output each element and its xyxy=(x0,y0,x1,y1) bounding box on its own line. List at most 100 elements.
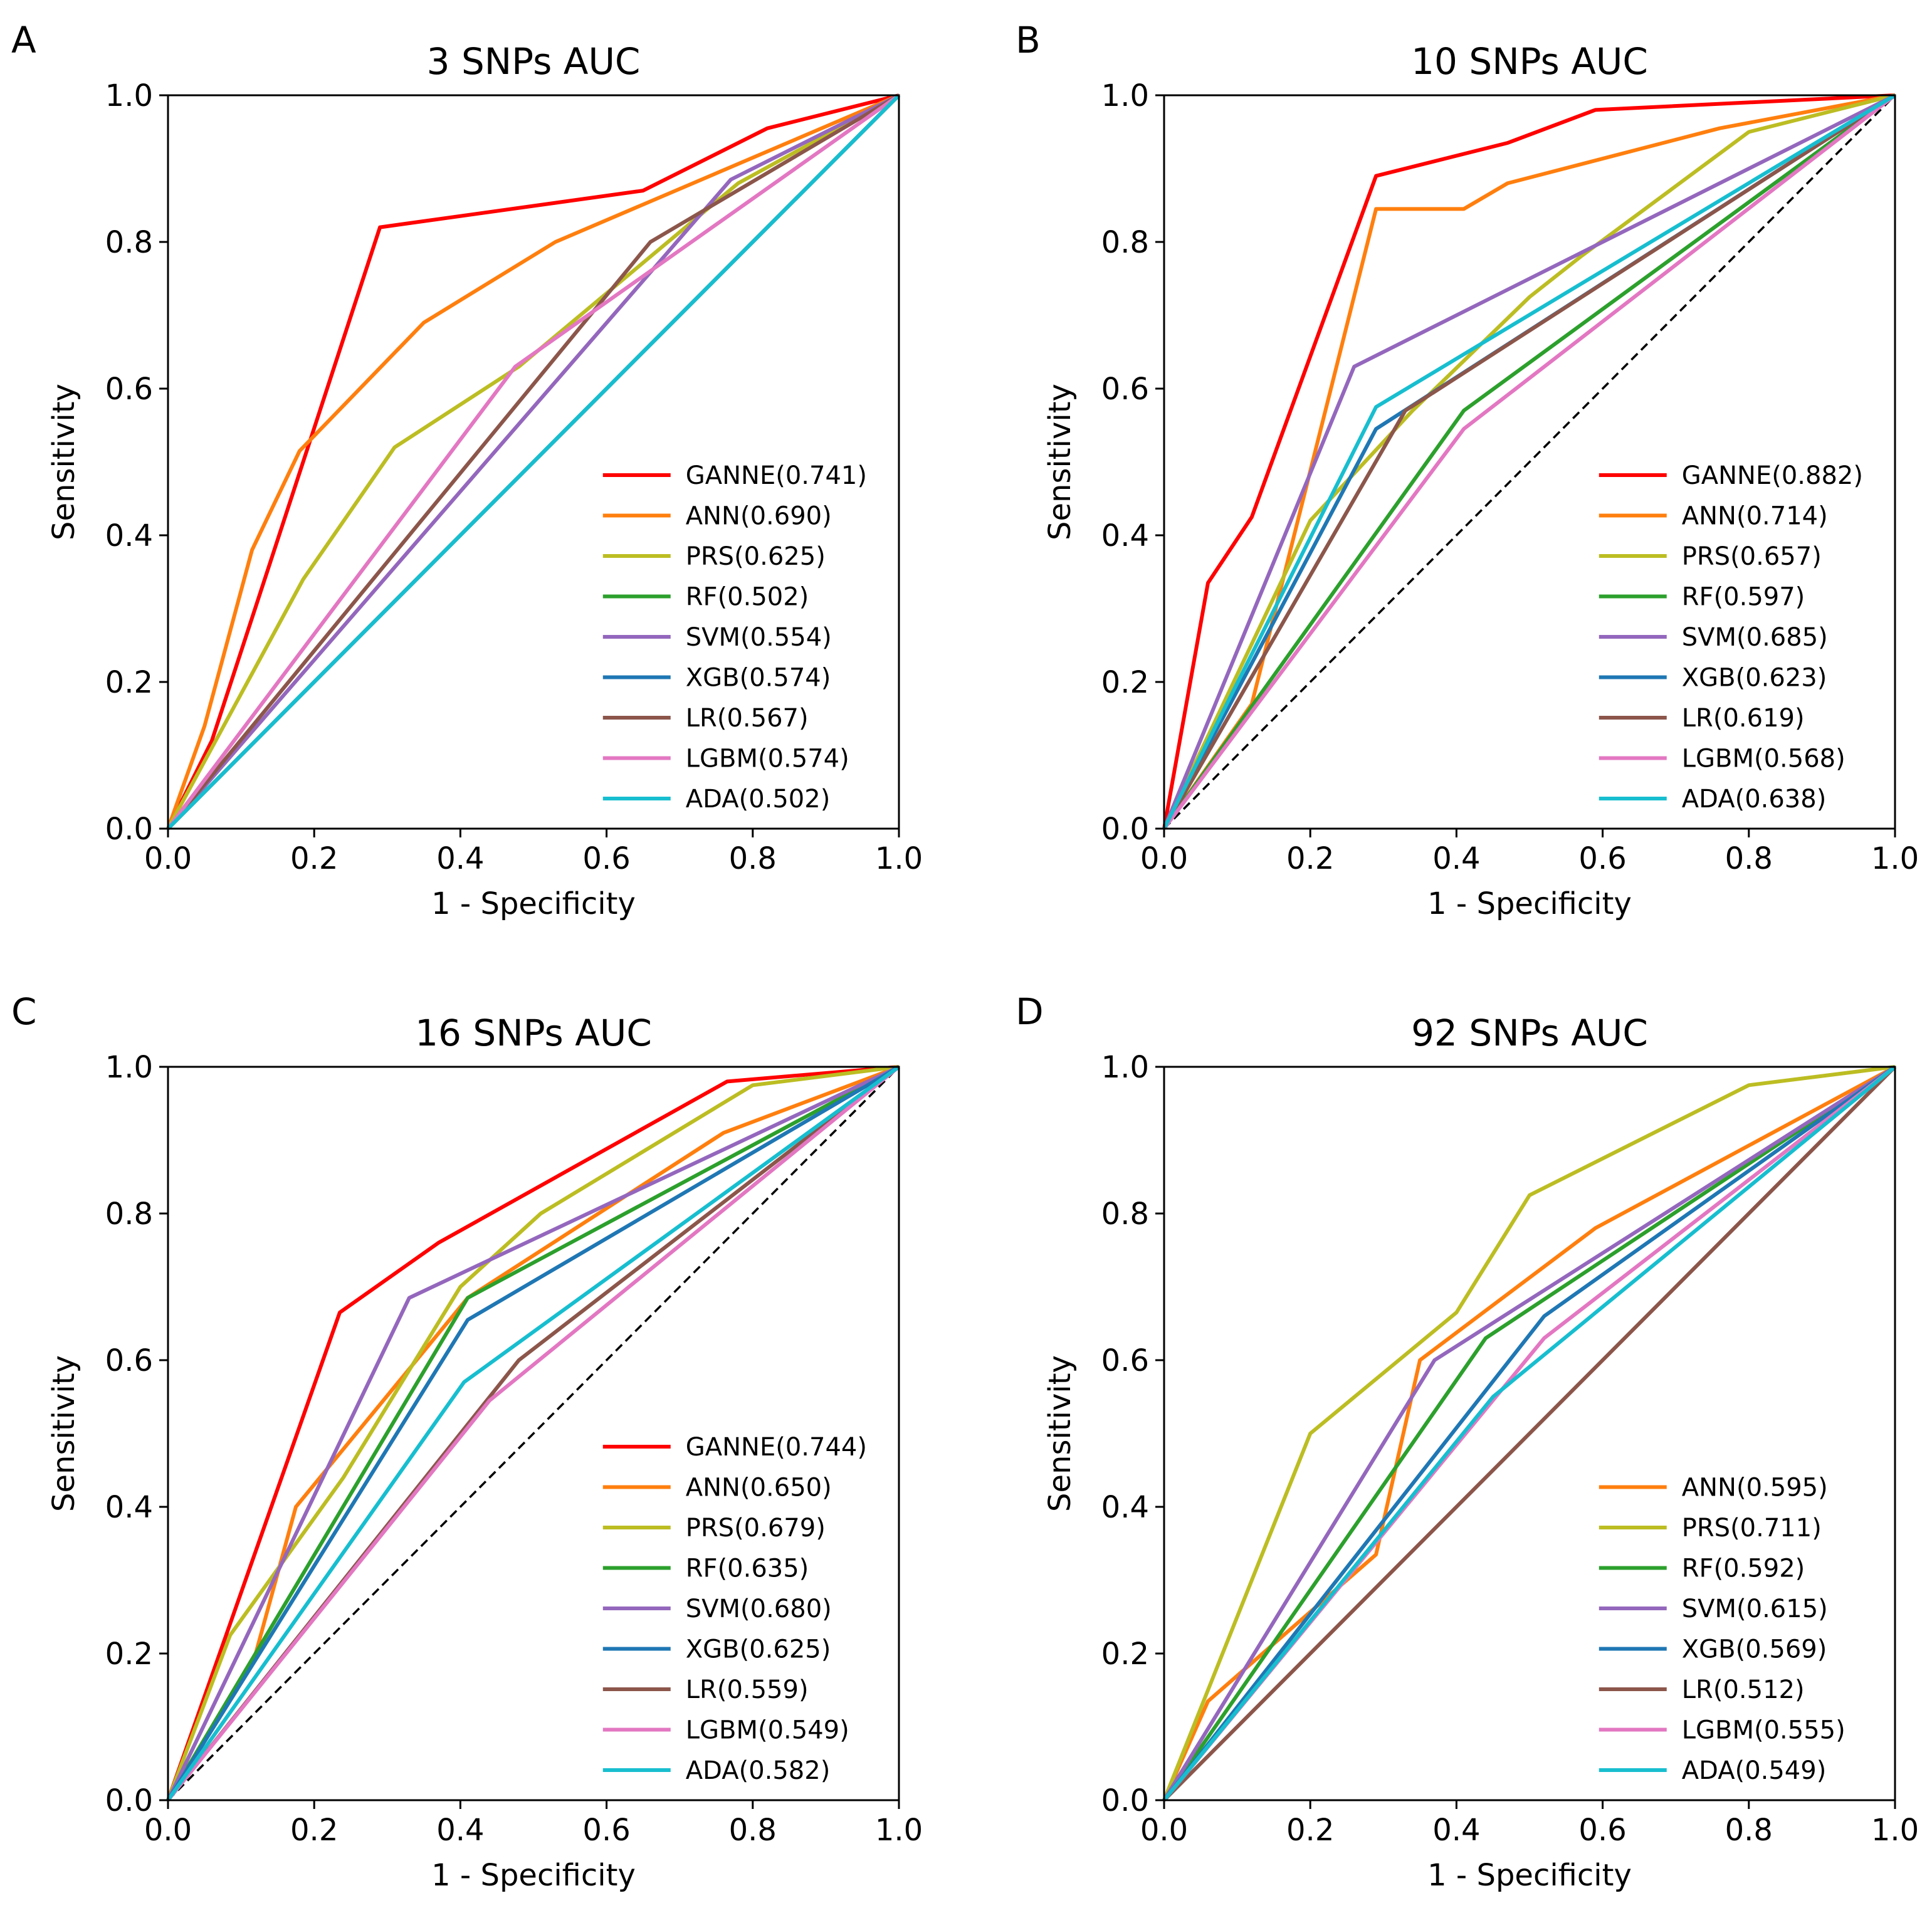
legend: ANN(0.595) PRS(0.711) RF(0.592) SVM(0.615) X… xyxy=(1599,1474,1845,1785)
legend-item-svm: SVM(0.680) xyxy=(602,1595,832,1623)
y-tick-label: 1.0 xyxy=(1101,78,1149,113)
panel-letter: A xyxy=(11,19,36,61)
panel-D: D 92 SNPs AUC 0.0 0.2 0.4 0.6 0.8 1.0 0.0 0.2 0.4 0… xyxy=(1016,990,1919,1893)
series-line-ann xyxy=(166,93,900,830)
legend-label-lgbm: LGBM(0.549) xyxy=(686,1716,849,1745)
panel-B: B 10 SNPs AUC 0.0 0.2 0.4 0.6 0.8 1.0 0.0 0.2 0.4 0… xyxy=(1016,19,1919,921)
legend-item-lr: LR(0.567) xyxy=(602,704,809,733)
chart-title: 10 SNPs AUC xyxy=(1411,40,1648,83)
legend-label-lr: LR(0.567) xyxy=(686,704,809,733)
x-tick-label: 0.0 xyxy=(1140,1813,1188,1848)
legend-label-lr: LR(0.512) xyxy=(1682,1675,1805,1704)
x-tick-label: 0.6 xyxy=(1578,841,1626,876)
series-line-ada xyxy=(1162,1065,1896,1801)
legend: GANNE(0.741) ANN(0.690) PRS(0.625) RF(0.502… xyxy=(602,461,867,814)
x-tick-label: 0.4 xyxy=(1432,841,1480,876)
legend-label-lr: LR(0.619) xyxy=(1682,704,1805,733)
legend-label-ada: ADA(0.549) xyxy=(1682,1756,1827,1785)
y-tick-label: 0.6 xyxy=(105,1343,153,1378)
x-tick-label: 0.0 xyxy=(144,1813,192,1848)
legend-item-ada: ADA(0.502) xyxy=(602,785,831,814)
legend-item-ann: ANN(0.714) xyxy=(1599,502,1828,531)
y-tick-label: 0.2 xyxy=(1101,1637,1149,1672)
legend-label-xgb: XGB(0.569) xyxy=(1682,1635,1827,1664)
series-line-prs xyxy=(166,1065,900,1801)
y-tick-label: 1.0 xyxy=(105,1050,153,1085)
y-tick-label: 0.8 xyxy=(105,225,153,260)
y-tick-label: 0.6 xyxy=(1101,1343,1149,1378)
series-line-svm xyxy=(1162,1065,1896,1801)
plot-frame xyxy=(1163,94,1896,830)
legend-item-rf: RF(0.635) xyxy=(602,1554,809,1583)
legend-item-prs: PRS(0.625) xyxy=(602,542,826,571)
y-tick-label: 0.8 xyxy=(1101,225,1149,260)
diagonal-reference-line xyxy=(167,1066,900,1801)
x-tick-label: 0.0 xyxy=(1140,841,1188,876)
x-tick-label: 0.4 xyxy=(436,841,484,876)
series-line-svm xyxy=(1162,93,1896,830)
legend-item-ganne: GANNE(0.741) xyxy=(602,461,867,490)
plot-frame xyxy=(167,94,900,830)
series-line-rf xyxy=(1162,1065,1896,1801)
legend-label-xgb: XGB(0.625) xyxy=(686,1635,831,1664)
y-tick-label: 1.0 xyxy=(1101,1050,1149,1085)
y-tick-label: 0.4 xyxy=(1101,518,1149,553)
legend-label-prs: PRS(0.679) xyxy=(686,1514,826,1543)
legend-label-svm: SVM(0.685) xyxy=(1682,623,1828,652)
legend-item-lgbm: LGBM(0.568) xyxy=(1599,745,1845,773)
y-axis-label: Sensitivity xyxy=(1042,384,1078,540)
diagonal-reference-line xyxy=(1163,94,1896,830)
legend-label-svm: SVM(0.554) xyxy=(686,623,832,652)
y-tick-label: 0.2 xyxy=(105,1637,153,1672)
legend-item-ada: ADA(0.638) xyxy=(1599,785,1826,814)
legend-label-ganne: GANNE(0.882) xyxy=(1682,461,1863,490)
y-tick-label: 0.6 xyxy=(1101,372,1149,407)
legend-label-svm: SVM(0.615) xyxy=(1682,1595,1828,1623)
legend-label-prs: PRS(0.657) xyxy=(1682,542,1822,571)
x-tick-label: 0.8 xyxy=(1725,1813,1773,1848)
y-tick-label: 0.4 xyxy=(1101,1490,1149,1525)
series-line-lr xyxy=(166,93,900,830)
series-line-ganne xyxy=(1162,93,1896,829)
y-tick-label: 0.0 xyxy=(105,1783,153,1818)
legend-item-lr: LR(0.512) xyxy=(1599,1675,1805,1704)
legend-label-ada: ADA(0.502) xyxy=(686,785,831,814)
x-axis-label: 1 - Specificity xyxy=(431,886,636,921)
x-tick-label: 1.0 xyxy=(875,1813,923,1848)
x-axis-label: 1 - Specificity xyxy=(1427,886,1632,921)
x-tick-label: 1.0 xyxy=(1871,841,1919,876)
y-tick-label: 0.6 xyxy=(105,372,153,407)
series-line-svm xyxy=(166,93,900,830)
series-line-prs xyxy=(1162,93,1896,830)
series-line-prs xyxy=(166,93,900,830)
legend-label-lgbm: LGBM(0.555) xyxy=(1682,1716,1845,1745)
legend-item-lgbm: LGBM(0.555) xyxy=(1599,1716,1845,1745)
x-tick-label: 1.0 xyxy=(1871,1813,1919,1848)
series-line-lgbm xyxy=(1162,93,1896,830)
y-tick-label: 0.2 xyxy=(105,665,153,700)
x-tick-label: 0.2 xyxy=(1286,1813,1334,1848)
legend-label-rf: RF(0.502) xyxy=(686,583,809,612)
panel-letter: D xyxy=(1016,990,1044,1033)
x-tick-label: 0.0 xyxy=(144,841,192,876)
legend-item-rf: RF(0.597) xyxy=(1599,583,1805,612)
y-axis-label: Sensitivity xyxy=(46,384,81,540)
legend-item-rf: RF(0.592) xyxy=(1599,1554,1805,1583)
legend-item-prs: PRS(0.679) xyxy=(602,1514,826,1543)
legend-item-prs: PRS(0.657) xyxy=(1599,542,1822,571)
legend-label-lgbm: LGBM(0.568) xyxy=(1682,745,1845,773)
x-tick-label: 0.6 xyxy=(582,841,630,876)
y-tick-label: 0.0 xyxy=(1101,812,1149,847)
legend-item-xgb: XGB(0.625) xyxy=(602,1635,831,1664)
legend-item-lgbm: LGBM(0.549) xyxy=(602,1716,849,1745)
legend-item-xgb: XGB(0.574) xyxy=(602,664,831,693)
series-line-xgb xyxy=(1162,1065,1896,1801)
legend-label-ann: ANN(0.690) xyxy=(686,502,832,531)
legend-item-ada: ADA(0.582) xyxy=(602,1756,830,1785)
x-tick-label: 0.4 xyxy=(436,1813,484,1848)
legend-label-ganne: GANNE(0.744) xyxy=(686,1433,867,1462)
series-line-rf xyxy=(1162,93,1896,830)
legend-label-prs: PRS(0.711) xyxy=(1682,1514,1822,1543)
